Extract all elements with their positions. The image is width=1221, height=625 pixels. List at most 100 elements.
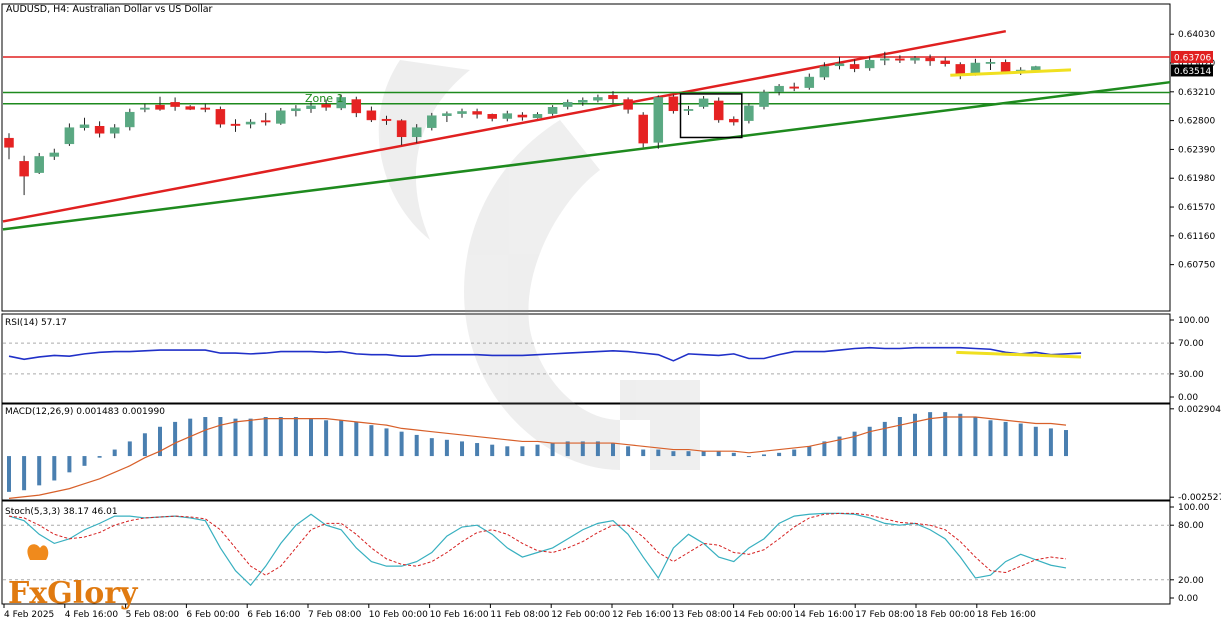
candle — [940, 57, 950, 67]
candle — [729, 116, 739, 126]
candle — [276, 107, 286, 125]
macd-bar — [505, 446, 510, 457]
stoch-main-line — [8, 512, 1067, 587]
price-tick-label: 0.61980 — [1178, 174, 1215, 184]
macd-bar — [475, 443, 480, 457]
candle — [759, 89, 769, 110]
macd-bar — [807, 446, 812, 457]
candle-body — [94, 125, 105, 134]
time-tick-label: 11 Feb 08:00 — [490, 610, 549, 620]
macd-bar — [958, 413, 963, 457]
candle-body — [910, 57, 920, 61]
candle-body — [925, 57, 935, 62]
candle — [683, 105, 694, 115]
macd-bar — [792, 449, 797, 457]
candle-body — [713, 100, 724, 121]
time-tick-label: 12 Feb 00:00 — [551, 610, 610, 620]
candle — [713, 97, 724, 123]
watermark-shape — [464, 120, 620, 470]
macd-bar — [973, 417, 978, 457]
candle — [849, 59, 860, 73]
candle — [487, 113, 497, 122]
macd-bar — [248, 418, 253, 457]
time-tick-label: 12 Feb 16:00 — [612, 610, 671, 620]
candle — [925, 54, 935, 66]
candle — [321, 99, 331, 111]
candle-body — [880, 58, 890, 61]
macd-bar — [716, 451, 721, 457]
rsi-line — [8, 346, 1082, 362]
macd-bar — [626, 446, 631, 457]
candle — [109, 124, 120, 139]
stoch-title: Stoch(5,3,3) 38.17 46.01 — [5, 507, 118, 517]
macd-signal-line — [8, 416, 1067, 499]
candle-body — [170, 102, 180, 107]
macd-bar — [203, 417, 208, 457]
time-tick-label: 17 Feb 08:00 — [855, 610, 914, 620]
macd-panel[interactable] — [7, 412, 1068, 499]
candle — [49, 148, 60, 160]
price-tick-label: 0.63620 — [1178, 59, 1215, 69]
stoch-panel[interactable] — [3, 512, 1170, 587]
macd-bar — [278, 417, 283, 457]
candle-body — [442, 113, 452, 116]
rsi-tick-label: 100.00 — [1178, 316, 1210, 326]
candle — [366, 106, 377, 123]
macd-bar — [263, 417, 268, 457]
time-tick-label: 5 Feb 08:00 — [126, 610, 180, 620]
price-tick-label: 0.62390 — [1178, 145, 1215, 155]
macd-bar — [928, 412, 933, 457]
rsi-panel[interactable] — [3, 342, 1170, 375]
candle — [834, 56, 845, 70]
time-tick-label: 10 Feb 00:00 — [369, 610, 428, 620]
macd-bar — [188, 418, 193, 457]
candle — [260, 112, 271, 126]
candle-body — [547, 107, 558, 114]
macd-tick-label: 0.002904 — [1178, 405, 1221, 415]
price-tick-label: 0.64030 — [1178, 30, 1215, 40]
candle — [547, 105, 558, 116]
candle — [230, 119, 241, 132]
candle-body — [34, 156, 44, 173]
candle — [140, 103, 150, 113]
watermark-shape — [378, 60, 470, 240]
watermark-shape — [620, 380, 700, 470]
candle-body — [351, 99, 362, 114]
time-tick-label: 18 Feb 16:00 — [977, 610, 1036, 620]
candle — [985, 58, 996, 71]
macd-bar — [37, 456, 42, 486]
stoch-tick-label: 20.00 — [1178, 576, 1204, 586]
rsi-highlight — [956, 350, 1082, 359]
rsi-tick-label: 0.00 — [1178, 393, 1198, 403]
macd-bar — [127, 441, 132, 457]
macd-bar — [369, 425, 374, 457]
macd-bar — [218, 417, 223, 457]
candle-body — [864, 59, 875, 69]
candle — [351, 96, 362, 118]
macd-bar — [1003, 421, 1008, 457]
macd-bar — [444, 439, 449, 457]
stoch-tick-label: 0.00 — [1178, 594, 1198, 604]
candle — [170, 97, 180, 111]
macd-bar — [354, 421, 359, 457]
price-tick-label: 0.61160 — [1178, 232, 1215, 242]
candle-body — [759, 92, 769, 107]
time-tick-label: 7 Feb 08:00 — [308, 610, 362, 620]
macd-bar — [1048, 428, 1053, 457]
macd-bar — [82, 456, 87, 466]
candle-body — [396, 120, 407, 138]
candle-body — [79, 124, 90, 128]
macd-bar — [112, 449, 117, 457]
current-price-label: 0.63514 — [1174, 67, 1211, 77]
price-panel[interactable] — [2, 29, 1171, 231]
candle-body — [638, 114, 648, 144]
candle — [79, 117, 90, 131]
candle-body — [155, 104, 165, 110]
candle-body — [321, 104, 331, 108]
upper-trendline — [2, 29, 1007, 223]
candle-body — [819, 66, 830, 78]
candle — [64, 123, 75, 146]
pattern-box — [679, 93, 743, 139]
candle — [306, 102, 316, 113]
candle — [638, 112, 648, 148]
